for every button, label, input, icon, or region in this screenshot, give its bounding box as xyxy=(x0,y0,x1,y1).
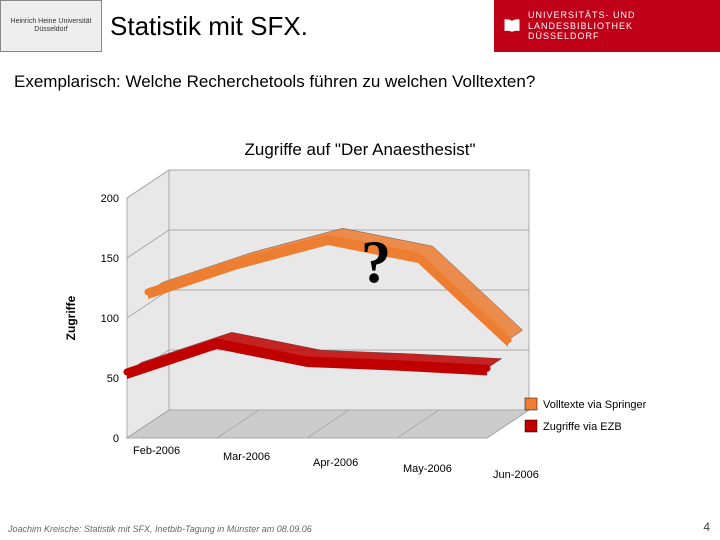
library-line2: LANDESBIBLIOTHEK xyxy=(528,21,636,32)
uni-logo: Heinrich Heine Universität Düsseldorf xyxy=(0,0,102,52)
book-icon xyxy=(502,16,522,36)
svg-text:Zugriffe: Zugriffe xyxy=(64,295,78,340)
library-banner: UNIVERSITÄTS- UND LANDESBIBLIOTHEK DÜSSE… xyxy=(494,0,720,52)
chart-title: Zugriffe auf "Der Anaesthesist" xyxy=(55,140,665,160)
title-area: Statistik mit SFX. xyxy=(102,0,494,52)
svg-text:100: 100 xyxy=(101,313,119,325)
chart: Zugriffe auf "Der Anaesthesist" 0 50 100 15… xyxy=(55,140,665,485)
svg-text:50: 50 xyxy=(107,373,119,385)
svg-text:Feb-2006: Feb-2006 xyxy=(133,445,180,457)
svg-text:200: 200 xyxy=(101,193,119,205)
page-number: 4 xyxy=(703,520,710,534)
library-text: UNIVERSITÄTS- UND LANDESBIBLIOTHEK DÜSSE… xyxy=(528,10,636,42)
chart-svg: 0 50 100 150 200 Feb-2006 Mar-2006 Apr-2006 May-… xyxy=(55,168,665,478)
svg-text:150: 150 xyxy=(101,253,119,265)
footer-text: Joachim Kreische: Statistik mit SFX, Ine… xyxy=(8,524,312,534)
svg-text:Mar-2006: Mar-2006 xyxy=(223,451,270,463)
svg-text:Zugriffe via EZB: Zugriffe via EZB xyxy=(543,421,622,433)
subheading: Exemplarisch: Welche Recherchetools führ… xyxy=(0,52,720,92)
page-title: Statistik mit SFX. xyxy=(110,11,308,42)
question-mark: ? xyxy=(361,228,391,297)
svg-text:Volltexte via Springer: Volltexte via Springer xyxy=(543,399,647,411)
svg-text:May-2006: May-2006 xyxy=(403,463,452,475)
svg-text:0: 0 xyxy=(113,433,119,445)
svg-text:Apr-2006: Apr-2006 xyxy=(313,457,358,469)
library-line3: DÜSSELDORF xyxy=(528,31,636,42)
library-line1: UNIVERSITÄTS- UND xyxy=(528,10,636,21)
svg-text:Jun-2006: Jun-2006 xyxy=(493,469,539,478)
